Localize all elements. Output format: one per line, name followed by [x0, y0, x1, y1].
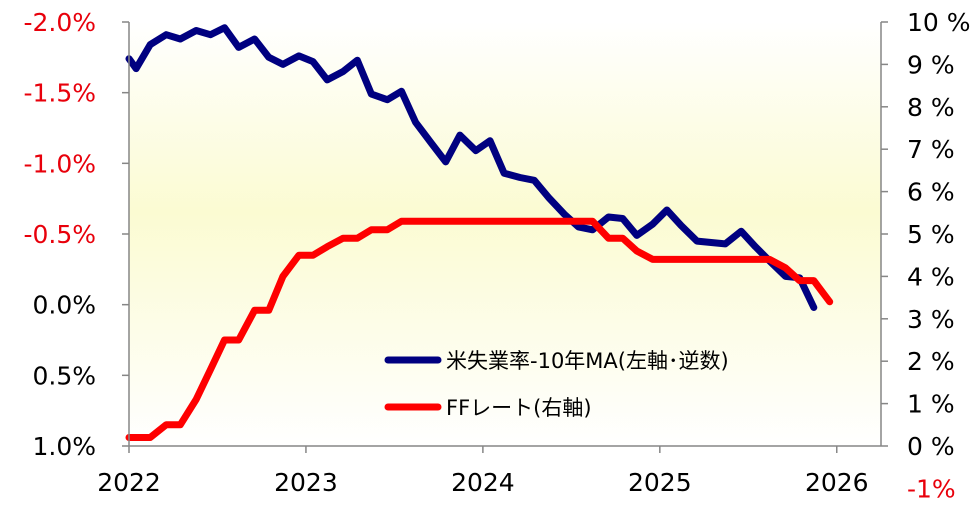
- y-left-tick-label: 0.0%: [32, 291, 96, 320]
- y-right-tick-label: 9 %: [907, 50, 955, 79]
- y-right-tick-label: 4 %: [907, 262, 955, 291]
- y-right-tick-label: 7 %: [907, 135, 955, 164]
- series-line-ffrate: [125, 217, 834, 441]
- y-left-tick-label: 1.0%: [32, 432, 96, 461]
- y-left-tick-label: -1.5%: [23, 79, 96, 108]
- y-right-tick-label: 2 %: [907, 347, 955, 376]
- legend-label-ffrate: FFレート(右軸): [446, 396, 592, 420]
- series-line-unemployment: [125, 24, 818, 311]
- plot-background: [129, 22, 881, 446]
- x-tick-label: 2025: [628, 468, 692, 497]
- legend-label-unemployment: 米失業率-10年MA(左軸･逆数): [446, 349, 729, 373]
- y-right-tick-label: 3 %: [907, 305, 955, 334]
- y-left-tick-label: -1.0%: [23, 149, 96, 178]
- y-right-tick-label: 1 %: [907, 390, 955, 419]
- y-left-tick-label: -0.5%: [23, 220, 96, 249]
- x-tick-label: 2022: [97, 468, 161, 497]
- y-left-tick-label: -2.0%: [23, 8, 96, 37]
- y-right-tick-label: 10 %: [907, 8, 971, 37]
- y-right-tick-label: 8 %: [907, 93, 955, 122]
- y-right-tick-label: -1%: [907, 474, 956, 503]
- ticks-layer: -2.0% -1.5% -1.0% -0.5% 0.0% 0.5% 1.0% 10 % 9 % 8…: [23, 8, 970, 503]
- x-tick-label: 2026: [805, 468, 869, 497]
- y-right-tick-label: 0 %: [907, 432, 955, 461]
- y-left-tick-label: 0.5%: [32, 361, 96, 390]
- x-tick-label: 2023: [274, 468, 338, 497]
- y-right-tick-label: 6 %: [907, 178, 955, 207]
- y-right-tick-label: 5 %: [907, 220, 955, 249]
- series-layer: [125, 24, 834, 441]
- legend: 米失業率-10年MA(左軸･逆数) FFレート(右軸): [384, 349, 729, 420]
- x-tick-label: 2024: [451, 468, 515, 497]
